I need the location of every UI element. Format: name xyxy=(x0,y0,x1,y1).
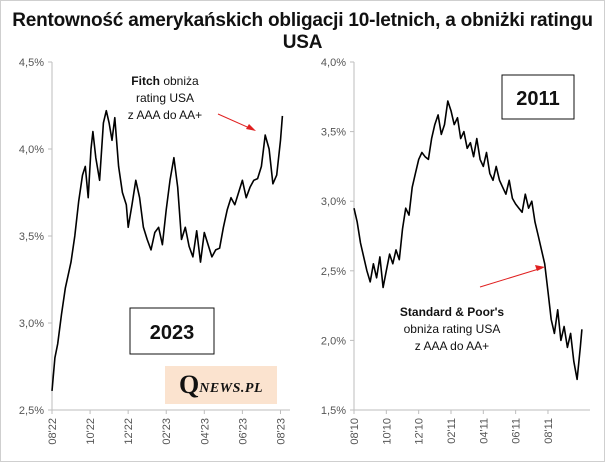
x-tick-label: 04'23 xyxy=(199,418,211,445)
year-label-2023: 2023 xyxy=(150,322,195,344)
x-tick-label: 10'10 xyxy=(381,418,393,445)
y-tick-label: 4,5% xyxy=(19,57,44,69)
annotation-fitch-line1: Fitch obniża xyxy=(131,74,199,88)
y-tick-label: 4,0% xyxy=(321,57,346,69)
x-tick-label: 08'22 xyxy=(47,418,59,445)
y-tick-label: 3,5% xyxy=(19,231,44,243)
x-tick-label: 08'11 xyxy=(543,418,555,444)
series-line xyxy=(51,109,284,391)
y-tick-label: 3,0% xyxy=(321,196,346,208)
y-tick-label: 2,5% xyxy=(321,266,346,278)
y-tick-label: 3,5% xyxy=(321,127,346,139)
annotation-arrowhead-sp xyxy=(535,265,545,271)
annotation-arrow-sp xyxy=(479,267,543,288)
x-tick-label: 02'23 xyxy=(161,418,173,445)
qnews-logo: Q NEWS.PL xyxy=(165,366,277,404)
x-tick-label: 08'23 xyxy=(275,418,287,445)
chart-2023: 2,5% 3,0% 3,5% 4,0% 4,5% 08'22 10'22 12'22 02'23… xyxy=(19,57,290,445)
annotation-fitch-bold: Fitch xyxy=(131,74,160,88)
x-tick-label: 02'11 xyxy=(446,418,458,444)
year-label-2011: 2011 xyxy=(516,88,559,110)
y-tick-label: 1,5% xyxy=(321,405,346,417)
series-line xyxy=(353,100,583,381)
x-tick-label: 12'22 xyxy=(123,418,135,445)
logo-text: NEWS.PL xyxy=(199,381,264,396)
y-tick-label: 3,0% xyxy=(19,318,44,330)
x-tick-label: 06'11 xyxy=(511,418,523,444)
annotation-sp-line1: obniża rating USA xyxy=(404,322,501,336)
x-tick-label: 10'22 xyxy=(85,418,97,445)
page-title: Rentowność amerykańskich obligacji 10-le… xyxy=(12,10,593,53)
chart-2011: 1,5% 2,0% 2,5% 3,0% 3,5% 4,0% 08'10 10'10 12'10 0… xyxy=(321,57,590,445)
year-box-2011 xyxy=(501,74,575,120)
annotation-fitch-verb: obniża xyxy=(163,74,199,88)
x-tick-label: 04'11 xyxy=(478,418,490,444)
year-box-2023 xyxy=(129,307,215,355)
annotation-sp-bold: Standard & Poor's xyxy=(400,305,505,319)
logo-letter: Q xyxy=(178,370,200,399)
y-tick-label: 2,5% xyxy=(19,405,44,417)
x-tick-label: 06'23 xyxy=(237,418,249,445)
annotation-sp-line2: z AAA do AA+ xyxy=(415,339,489,353)
annotation-fitch-line3: z AAA do AA+ xyxy=(128,108,202,122)
annotation-arrowhead-fitch xyxy=(246,124,256,131)
x-tick-label: 12'10 xyxy=(414,418,426,445)
x-tick-label: 08'10 xyxy=(349,418,361,445)
y-tick-label: 4,0% xyxy=(19,144,44,156)
y-tick-label: 2,0% xyxy=(321,335,346,347)
annotation-fitch-line2: rating USA xyxy=(136,91,194,105)
